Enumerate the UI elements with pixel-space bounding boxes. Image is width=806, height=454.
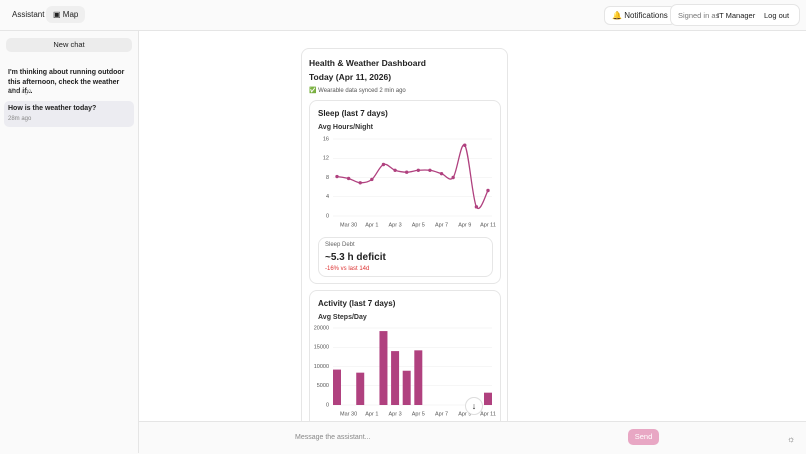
x-tick-label: Mar 30 <box>340 222 357 228</box>
bar <box>333 369 341 405</box>
chart-subtitle: Avg Hours/Night <box>318 124 373 131</box>
y-tick-label: 8 <box>326 175 329 181</box>
x-tick-label: Apr 5 <box>412 222 425 228</box>
chart-title: Activity (last 7 days) <box>318 299 396 308</box>
chart-subtitle: Avg Steps/Day <box>318 314 367 321</box>
point <box>370 177 374 182</box>
x-tick-label: Apr 3 <box>388 411 401 417</box>
y-tick-label: 15000 <box>314 345 329 351</box>
debt-label: Sleep Debt <box>325 242 355 248</box>
y-tick-label: 16 <box>323 136 329 142</box>
bar <box>402 370 411 405</box>
y-tick-label: 12 <box>323 156 329 162</box>
notifications[interactable]: 🔔 Notifications <box>604 6 676 25</box>
sleep-debt: Sleep Debt ~5.3 h deficit -16% vs last 1… <box>318 237 493 277</box>
dashboard-title: Health & Weather Dashboard <box>309 58 426 68</box>
sync-text: Wearable data synced 2 min ago <box>318 88 406 94</box>
dashboard: Health & Weather Dashboard Today (Apr 11… <box>301 48 508 421</box>
point <box>428 168 432 172</box>
x-tick-label: Apr 5 <box>412 411 425 417</box>
point <box>346 176 351 181</box>
account: Signed in as IT Manager Log out <box>670 4 800 26</box>
debt-change: -16% vs last 14d <box>325 266 370 272</box>
sleep-card: Sleep (last 7 days) Avg Hours/Night 0 4 8 1… <box>309 100 501 284</box>
sidebar: New chat I'm thinking about running outd… <box>0 31 139 453</box>
point <box>335 174 339 179</box>
point <box>404 170 409 174</box>
x-tick-label: Apr 11 <box>480 411 496 417</box>
point <box>451 175 455 180</box>
y-tick-label: 4 <box>326 194 329 200</box>
brand[interactable]: Assistant <box>12 10 45 19</box>
y-tick-label: 0 <box>326 213 329 219</box>
logout[interactable]: Log out <box>764 11 790 20</box>
chat-title: How is the weather today? <box>8 105 97 112</box>
x-tick-label: Mar 30 <box>340 411 357 417</box>
bar <box>379 331 388 405</box>
x-tick-label: Apr 11 <box>480 222 496 228</box>
message-input[interactable]: Message the assistant... <box>295 434 371 441</box>
x-tick-label: Apr 7 <box>435 222 448 228</box>
sync-status: ✅ Wearable data synced 2 min ago <box>309 88 406 94</box>
x-tick-label: Apr 1 <box>365 222 378 228</box>
activity-chart: 0 5000 10000 15000 20000 Mar 30 Apr 1 Apr 3 Apr … <box>314 325 496 417</box>
point <box>381 162 386 167</box>
user: IT Manager <box>717 11 756 20</box>
debt-value: ~5.3 h deficit <box>325 252 386 263</box>
header: Assistant ▣ Map 🔔 Notifications Signed i… <box>0 0 806 31</box>
y-tick-label: 5000 <box>317 383 329 389</box>
chat-item[interactable]: I'm thinking about running outdoor this … <box>4 64 134 98</box>
x-tick-label: Apr 3 <box>388 222 401 228</box>
send-button[interactable]: Send <box>628 429 659 445</box>
y-tick-label: 0 <box>326 402 329 408</box>
chat-item[interactable]: How is the weather today? 28m ago <box>4 101 134 127</box>
bar <box>484 392 492 405</box>
bar <box>356 372 365 405</box>
y-tick-label: 10000 <box>314 364 329 370</box>
point <box>358 181 362 185</box>
point <box>486 188 490 193</box>
chat-title: I'm thinking about running outdoor this … <box>8 69 125 95</box>
chat-time: 28m ago <box>8 116 32 122</box>
point <box>393 168 397 172</box>
signed-in: Signed in as <box>678 11 720 20</box>
scroll-down[interactable]: ↓ <box>465 397 483 415</box>
point <box>439 171 444 176</box>
dashboard-date: Today (Apr 11, 2026) <box>309 72 392 82</box>
x-tick-label: Apr 7 <box>435 411 448 417</box>
point <box>463 143 467 147</box>
x-tick-label: Apr 1 <box>365 411 378 417</box>
map-label: Map <box>62 10 79 19</box>
point <box>416 168 421 172</box>
notifications-label: Notifications <box>624 11 668 20</box>
chart-title: Sleep (last 7 days) <box>318 109 388 118</box>
y-tick-label: 20000 <box>314 325 329 331</box>
composer: Message the assistant... Send ☼ <box>139 421 806 454</box>
chat-time: 27m ago <box>8 89 32 95</box>
point <box>474 205 479 209</box>
map-tab[interactable]: ▣ Map <box>46 6 86 23</box>
main: Health & Weather Dashboard Today (Apr 11… <box>139 31 806 421</box>
bar <box>391 351 400 405</box>
bar <box>414 350 423 405</box>
x-tick-label: Apr 9 <box>458 411 471 417</box>
x-tick-label: Apr 9 <box>458 222 471 228</box>
new-chat[interactable]: New chat <box>6 38 132 52</box>
line <box>336 144 489 210</box>
sleep-chart: 0 4 8 12 16 Mar 30 Apr 1 Apr 3 Apr 5 Apr 7 Apr 9 Ap… <box>323 136 496 228</box>
theme-toggle[interactable]: ☼ <box>787 434 796 444</box>
